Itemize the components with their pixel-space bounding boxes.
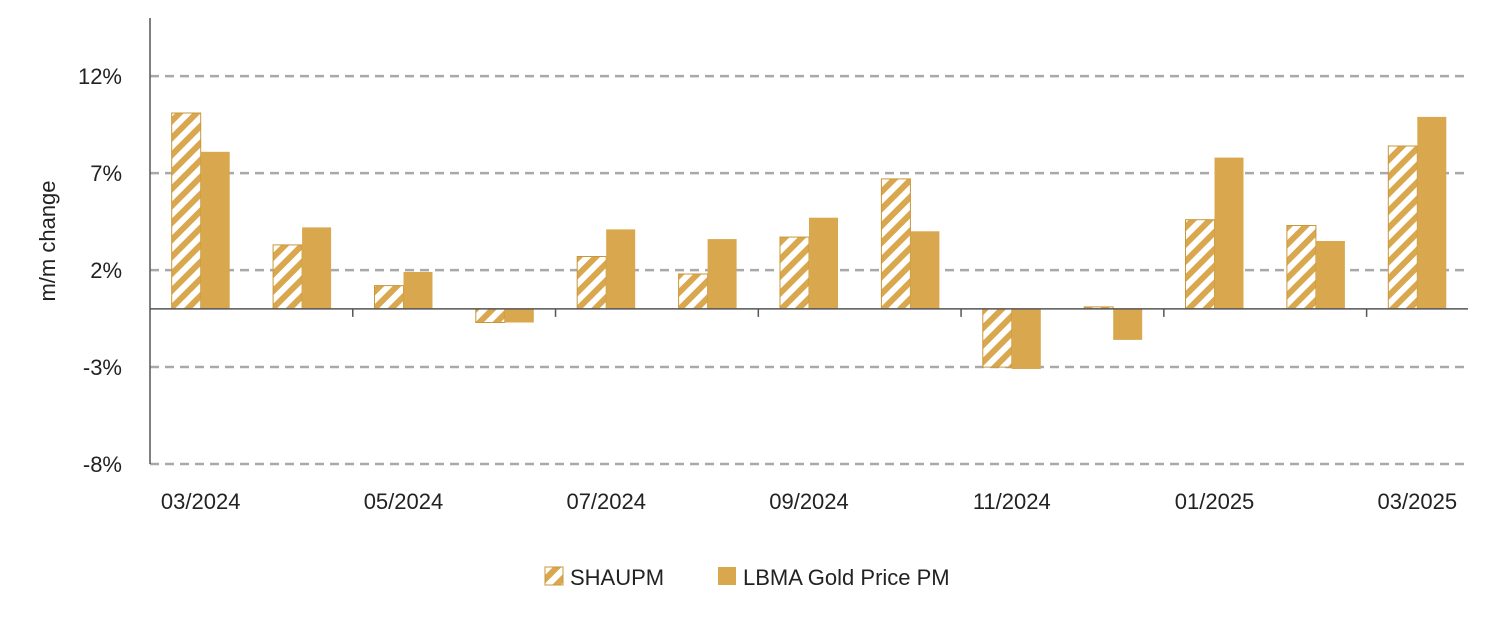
legend-label-lbma: LBMA Gold Price PM	[743, 565, 950, 590]
bar-lbma-01-2025	[1214, 157, 1244, 309]
y-tick-label: -3%	[83, 355, 122, 380]
bar-lbma-11-2024	[1011, 308, 1041, 369]
axes	[149, 18, 1468, 464]
bar-lbma-04-2024	[302, 227, 332, 309]
bar-lbma-05-2024	[403, 272, 433, 309]
x-tick-label: 09/2024	[769, 489, 849, 514]
bar-shaupm-07-2024	[576, 256, 607, 310]
bars	[171, 112, 1447, 369]
y-axis-title: m/m change	[35, 180, 60, 301]
y-tick-labels: -8% -3% 2% 7% 12%	[78, 64, 122, 477]
x-tick-label: 11/2024	[973, 489, 1051, 514]
x-tick-labels: 03/2024 05/2024 07/2024 09/2024 11/2024 01/20…	[161, 489, 1457, 514]
bar-lbma-07-2024	[606, 229, 636, 309]
bar-lbma-08-2024	[707, 239, 737, 309]
bar-shaupm-03-2025	[1387, 145, 1418, 310]
bar-shaupm-08-2024	[678, 273, 709, 310]
gridlines	[150, 74, 1468, 466]
legend-label-shaupm: SHAUPM	[570, 565, 664, 590]
bar-shaupm-11-2024	[982, 308, 1013, 368]
x-tick-label: 03/2024	[161, 489, 241, 514]
bar-shaupm-10-2024	[880, 178, 911, 310]
x-tick-label: 07/2024	[566, 489, 646, 514]
bar-lbma-10-2024	[910, 231, 940, 309]
bar-lbma-06-2024	[504, 308, 534, 323]
bar-shaupm-01-2025	[1185, 219, 1215, 310]
x-tick-label: 05/2024	[364, 489, 444, 514]
bar-lbma-09-2024	[809, 217, 838, 309]
bar-lbma-03-2024	[200, 151, 230, 309]
bar-shaupm-02-2025	[1286, 225, 1317, 310]
legend-swatch-shaupm	[544, 566, 564, 586]
bar-lbma-03-2025	[1417, 116, 1447, 309]
x-tick-label: 03/2025	[1378, 489, 1458, 514]
bar-shaupm-06-2024	[475, 308, 506, 323]
y-tick-label: 2%	[90, 258, 122, 283]
y-tick-label: -8%	[83, 452, 122, 477]
bar-shaupm-09-2024	[779, 236, 810, 310]
x-tick-label: 01/2025	[1175, 489, 1255, 514]
bar-shaupm-03-2024	[171, 112, 202, 310]
bar-lbma-02-2025	[1315, 241, 1345, 309]
bar-shaupm-04-2024	[272, 244, 303, 310]
bar-shaupm-05-2024	[374, 285, 404, 310]
bar-lbma-12-2024	[1113, 308, 1143, 340]
y-tick-label: 12%	[78, 64, 122, 89]
y-tick-label: 7%	[90, 161, 122, 186]
legend: SHAUPM LBMA Gold Price PM	[544, 565, 950, 590]
legend-swatch-lbma	[718, 567, 736, 585]
